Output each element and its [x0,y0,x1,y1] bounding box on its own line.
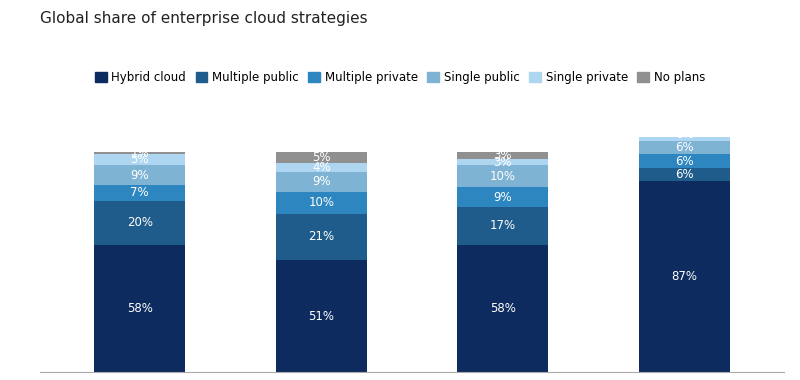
Bar [458,207,548,245]
Bar [639,154,730,168]
Bar [276,152,366,163]
Bar [458,187,548,207]
Text: 17%: 17% [490,220,516,233]
Bar [94,154,185,165]
Bar [639,126,730,128]
Text: 3%: 3% [494,156,512,169]
Bar [458,165,548,187]
Text: 58%: 58% [490,302,516,315]
Bar [639,141,730,154]
Text: 10%: 10% [308,196,334,209]
Bar [276,214,366,260]
Bar [458,159,548,165]
Bar [276,260,366,372]
Text: 51%: 51% [308,310,334,323]
Bar [94,152,185,154]
Text: 9%: 9% [312,176,330,188]
Text: 5%: 5% [312,151,330,164]
Bar [94,245,185,372]
Text: Global share of enterprise cloud strategies: Global share of enterprise cloud strateg… [40,11,368,26]
Text: 10%: 10% [490,170,516,183]
Text: 20%: 20% [127,216,153,229]
Bar [458,245,548,372]
Text: 3%: 3% [494,149,512,162]
Bar [276,192,366,214]
Text: 1%: 1% [130,147,149,160]
Bar [94,201,185,245]
Text: 6%: 6% [675,141,694,154]
Bar [276,172,366,192]
Legend: Hybrid cloud, Multiple public, Multiple private, Single public, Single private, : Hybrid cloud, Multiple public, Multiple … [90,67,710,89]
Text: 5%: 5% [130,154,149,166]
Text: 1%: 1% [675,120,694,133]
Bar [94,165,185,185]
Bar [639,128,730,141]
Text: 87%: 87% [671,270,697,283]
Text: 4%: 4% [312,161,330,174]
Text: 7%: 7% [130,187,149,200]
Text: 21%: 21% [308,231,334,244]
Bar [276,163,366,172]
Bar [94,185,185,201]
Text: 6%: 6% [675,168,694,181]
Text: 9%: 9% [130,169,149,182]
Text: 6%: 6% [675,155,694,168]
Text: 9%: 9% [494,191,512,204]
Text: 58%: 58% [127,302,153,315]
Bar [458,152,548,159]
Bar [639,181,730,372]
Bar [639,168,730,181]
Text: 6%: 6% [675,128,694,141]
